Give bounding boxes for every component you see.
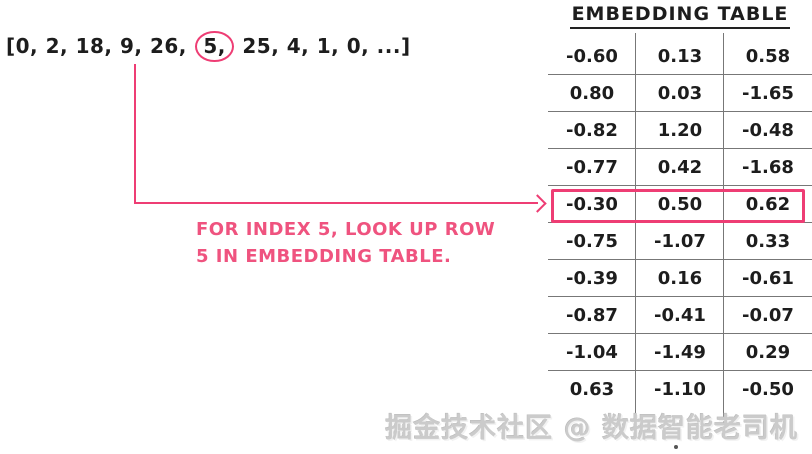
table-cell: -0.75: [566, 230, 618, 252]
sequence-suffix: 25, 4, 1, 0, ...]: [242, 34, 411, 58]
table-row: -0.60 0.13 0.58: [548, 38, 812, 75]
table-cell: -0.82: [566, 119, 618, 141]
table-cell: 0.33: [745, 230, 791, 252]
table-cell: 0.29: [745, 341, 791, 363]
table-row: 0.63 -1.10 -0.50: [548, 371, 812, 408]
table-cell: 0.42: [657, 156, 703, 178]
circled-index-5: 5,: [195, 31, 234, 62]
table-cell: -0.77: [566, 156, 618, 178]
table-cell: 0.13: [657, 45, 703, 67]
table-cell: -0.39: [566, 267, 618, 289]
table-row: -1.04 -1.49 0.29: [548, 334, 812, 371]
connector-horizontal-line: [134, 202, 538, 204]
sequence-prefix: [0, 2, 18, 9, 26,: [6, 34, 187, 58]
table-cell: -0.07: [742, 304, 794, 326]
table-column-divider: [723, 33, 724, 425]
arrowhead-icon: [528, 194, 547, 213]
stray-dot: [674, 445, 678, 449]
table-row-highlighted: -0.30 0.50 0.62: [548, 186, 812, 223]
table-row: -0.82 1.20 -0.48: [548, 112, 812, 149]
lookup-annotation: FOR INDEX 5, LOOK UP ROW 5 IN EMBEDDING …: [196, 216, 495, 270]
table-cell: -0.50: [742, 379, 794, 400]
table-cell: -0.60: [566, 45, 618, 67]
annotation-line-1: FOR INDEX 5, LOOK UP ROW: [196, 219, 496, 240]
table-cell: -1.65: [742, 82, 794, 104]
table-row: 0.80 0.03 -1.65: [548, 75, 812, 112]
table-cell: 0.16: [657, 267, 703, 289]
table-cell: 0.58: [745, 45, 791, 67]
table-cell: -1.68: [742, 156, 794, 178]
table-cell: 0.50: [657, 193, 703, 215]
table-cell: -0.48: [742, 119, 794, 141]
table-row: -0.87 -0.41 -0.07: [548, 297, 812, 334]
table-cell: -0.30: [566, 193, 618, 215]
table-row: -0.39 0.16 -0.61: [548, 260, 812, 297]
watermark-text: 掘金技术社区 @ 数据智能老司机: [385, 413, 798, 444]
table-cell: -1.04: [566, 341, 618, 363]
table-column-divider: [635, 33, 636, 425]
connector-vertical-line: [134, 64, 136, 204]
table-cell: -1.49: [654, 341, 706, 363]
embedding-table: -0.60 0.13 0.58 0.80 0.03 -1.65 -0.82 1.…: [548, 38, 812, 408]
table-cell: -0.87: [566, 304, 618, 326]
token-index-sequence: [0, 2, 18, 9, 26, 5, 25, 4, 1, 0, ...]: [6, 31, 411, 62]
table-cell: -0.61: [742, 267, 794, 289]
table-cell: -1.07: [654, 230, 706, 252]
table-cell: 0.63: [569, 379, 615, 400]
embedding-table-title: EMBEDDING TABLE: [548, 3, 812, 29]
table-cell: -0.41: [654, 304, 706, 326]
annotation-line-2: 5 IN EMBEDDING TABLE.: [196, 246, 452, 267]
table-cell: 0.03: [657, 82, 703, 104]
table-row: -0.75 -1.07 0.33: [548, 223, 812, 260]
table-cell: 1.20: [657, 119, 703, 141]
table-cell: 0.80: [569, 82, 615, 104]
table-cell: 0.62: [745, 193, 791, 215]
table-row: -0.77 0.42 -1.68: [548, 149, 812, 186]
table-cell: -1.10: [654, 379, 706, 400]
